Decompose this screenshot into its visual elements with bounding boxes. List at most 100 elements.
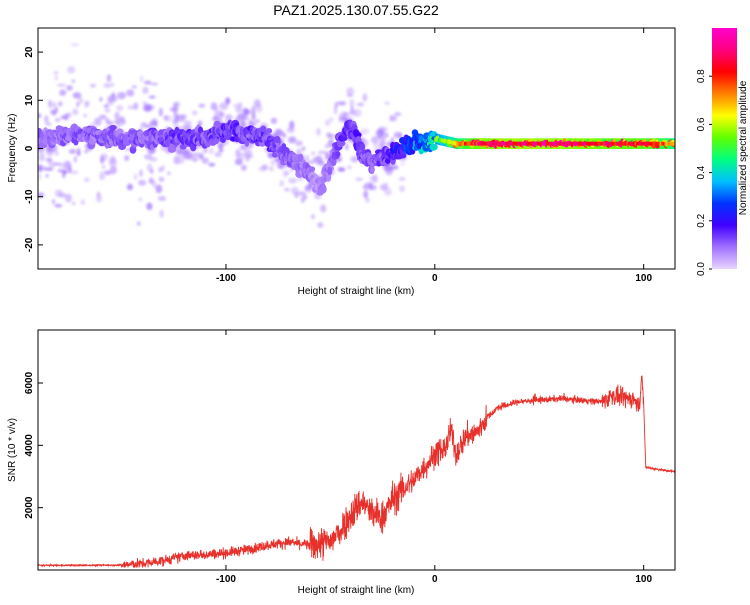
snr-x-axis-label: Height of straight line (km) xyxy=(298,585,415,596)
spectrogram-speckle-dot xyxy=(356,102,365,107)
spectrogram-speckle-dot xyxy=(152,180,157,188)
spectrogram-ridge-core xyxy=(599,141,602,146)
spectrogram-speckle-dot xyxy=(111,93,116,97)
spectrogram-speckle-dot xyxy=(103,104,110,109)
spectrogram-ridge-core xyxy=(540,141,544,146)
spectrogram-speckle-dot xyxy=(49,109,56,115)
colorbar-tick-label: 0.8 xyxy=(696,69,707,83)
spectrogram-ridge-core xyxy=(555,141,559,146)
spectrogram-speckle-dot xyxy=(384,101,390,106)
spectrogram-speckle-dot xyxy=(63,160,71,169)
spectrogram-ridge-core xyxy=(634,141,638,146)
spectrogram-speckle-dot xyxy=(287,136,297,144)
spectrogram-speckle-dot xyxy=(172,119,177,125)
spectrogram-ridge-core xyxy=(672,141,675,146)
spectrogram-ridge-core xyxy=(445,139,449,144)
spectrogram-ridge-core xyxy=(490,141,494,146)
spectrogram-speckle-dot xyxy=(368,176,376,181)
spectrogram-speckle-dot xyxy=(217,142,224,150)
spectrogram-speckle-dot xyxy=(289,120,295,129)
spectrogram-speckle-dot xyxy=(99,96,103,102)
spectrogram-ridge-core xyxy=(589,141,592,146)
spectrogram-ridge-core xyxy=(671,141,674,146)
spectrogram-ridge-core xyxy=(459,141,462,146)
spectrogram-ridge-cell xyxy=(169,143,175,152)
spectrogram-speckle-dot xyxy=(99,114,107,120)
colorbar-tick-label: 0.4 xyxy=(696,165,707,179)
spectrogram-ridge-core xyxy=(449,140,452,145)
spectrogram-speckle-dot xyxy=(345,142,349,151)
spectrogram-speckle-dot xyxy=(298,191,306,196)
spectrogram-ridge-core xyxy=(666,141,669,146)
spectrogram-ridge-core xyxy=(482,141,486,146)
spectrogram-speckle-dot xyxy=(176,149,182,156)
spectrogram-ridge-core xyxy=(591,141,594,146)
x-tick-label: -100 xyxy=(216,273,236,284)
spectrogram-speckle-dot xyxy=(218,148,224,153)
spectrogram-speckle-dot xyxy=(349,99,355,107)
spectrogram-speckle-dot xyxy=(282,169,289,178)
snr-panel: -100 0 100 2000 4000 6000 Height of straight… xyxy=(7,329,676,596)
spectrogram-speckle-dot xyxy=(393,131,402,139)
spectrogram-ridge-cell xyxy=(109,124,117,131)
spectrogram-ridge-core xyxy=(611,141,614,146)
spectrogram-speckle-dot xyxy=(83,177,90,183)
spectrogram-ridge-core xyxy=(642,141,646,146)
spectrogram-ridge-core xyxy=(527,141,531,146)
spectrogram-ridge-core xyxy=(646,141,649,146)
spectrogram-ridge-core xyxy=(440,138,444,143)
colorbar: 0.0 0.2 0.4 0.6 0.8 Normalized spectral ampl… xyxy=(696,28,749,276)
spectrogram-speckle-dot xyxy=(377,142,385,148)
spectrogram-speckle-dot xyxy=(60,115,68,120)
spectrogram-ridge-core xyxy=(485,141,489,146)
spectrogram-marks xyxy=(38,43,675,228)
spectrogram-ridge-core xyxy=(587,141,591,146)
spectrogram-speckle-dot xyxy=(349,110,357,116)
spectrogram-ridge-core xyxy=(510,141,514,146)
spectrogram-speckle-dot xyxy=(116,91,126,100)
y-tick-label: 2000 xyxy=(24,496,35,519)
spectrogram-speckle-dot xyxy=(261,164,269,171)
spectrogram-ridge-core xyxy=(457,141,460,146)
snr-x-ticks: -100 0 100 xyxy=(216,330,652,585)
spectrogram-speckle-dot xyxy=(241,164,247,171)
spectrogram-speckle-dot xyxy=(316,128,321,136)
spectrogram-speckle-dot xyxy=(71,201,76,206)
spectrogram-speckle-dot xyxy=(43,115,49,124)
spectrogram-ridge xyxy=(38,119,675,196)
spectrogram-speckle-dot xyxy=(239,146,244,151)
spectrogram-speckle-dot xyxy=(214,106,218,111)
spectrogram-ridge-core xyxy=(455,141,459,146)
spectrogram-ridge-core xyxy=(545,141,549,146)
spectrogram-speckle-dot xyxy=(139,75,144,83)
spectrogram-ridge-cell xyxy=(359,143,366,151)
spectrogram-speckle-dot xyxy=(368,180,373,188)
spectrogram-speckle-dot xyxy=(137,179,147,186)
spectrogram-speckle-dot xyxy=(166,115,172,123)
spectrogram-ridge-core xyxy=(656,141,659,146)
spectrogram-ridge-core xyxy=(657,141,661,146)
x-tick-label: -100 xyxy=(216,574,236,585)
spectrogram-speckle-dot xyxy=(178,114,188,119)
spectrogram-speckle-dot xyxy=(192,157,199,162)
snr-y-ticks: 2000 4000 6000 xyxy=(24,371,43,519)
spectrogram-ridge-core xyxy=(509,141,512,146)
spectrogram-speckle-dot xyxy=(269,166,274,172)
spectrogram-speckle-dot xyxy=(311,151,316,155)
spectrogram-speckle-dot xyxy=(116,104,124,112)
spectrogram-speckle-dot xyxy=(54,75,58,81)
colorbar-label: Normalized spectral amplitude xyxy=(738,80,749,215)
spectrogram-ridge-core xyxy=(504,141,507,146)
spectrogram-ridge-core xyxy=(567,141,571,146)
spectrogram-speckle-dot xyxy=(365,197,370,203)
spectrogram-speckle-dot xyxy=(198,103,206,108)
spectrogram-ridge-core xyxy=(592,141,596,146)
spectrogram-speckle-dot xyxy=(317,150,327,155)
spectrogram-ridge-core xyxy=(667,141,671,146)
spectrogram-ridge-core xyxy=(452,140,455,145)
spectrogram-ridge-core xyxy=(492,141,496,146)
spectrogram-ridge-core xyxy=(629,141,633,146)
spectrogram-speckle-dot xyxy=(320,204,327,213)
spectrogram-ridge-core xyxy=(577,141,581,146)
x-tick-label: 0 xyxy=(432,273,438,284)
